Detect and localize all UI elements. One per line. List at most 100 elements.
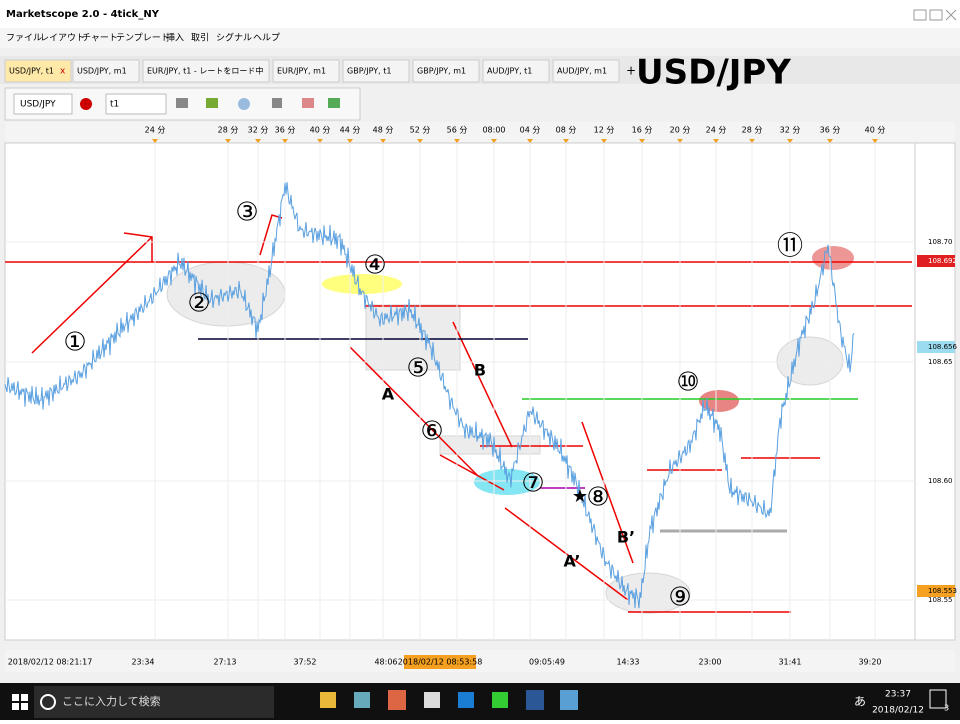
tab-label: GBP/JPY, t1 xyxy=(347,67,391,76)
time-marker xyxy=(255,139,261,143)
bottom-tick-label: 2018/02/12 08:21:17 xyxy=(8,658,93,667)
time-marker xyxy=(417,139,423,143)
tab-close[interactable]: x xyxy=(60,67,66,77)
time-marker xyxy=(380,139,386,143)
time-marker xyxy=(749,139,755,143)
time-marker xyxy=(527,139,533,143)
time-tick-label: 16 分 xyxy=(632,126,653,135)
tab-label: USD/JPY, t1 xyxy=(9,67,54,76)
window-controls[interactable] xyxy=(913,9,957,21)
price-axis xyxy=(914,142,956,641)
menu-item[interactable]: テンプレート xyxy=(116,33,170,44)
timeframe-select[interactable] xyxy=(105,93,167,115)
time-marker xyxy=(713,139,719,143)
bottom-tick-label: 31:41 xyxy=(778,658,801,667)
tab[interactable] xyxy=(342,59,410,83)
time-tick-label: 36 分 xyxy=(820,126,841,135)
tab[interactable] xyxy=(272,59,340,83)
symbol: USD/JPY xyxy=(20,100,56,110)
tab-label: GBP/JPY, m1 xyxy=(417,67,466,76)
taskbar-apps[interactable] xyxy=(320,690,578,710)
annotation: ⑧ xyxy=(586,483,609,513)
symbol-select[interactable] xyxy=(13,93,73,115)
tab[interactable] xyxy=(412,59,480,83)
time-marker xyxy=(347,139,353,143)
price-box xyxy=(917,341,955,353)
bottom-tick-label: 2018/02/12 08:53:58 xyxy=(398,658,483,667)
search-placeholder: ここに入力して検索 xyxy=(62,694,161,708)
time-marker xyxy=(491,139,497,143)
timeframe: t1 xyxy=(110,100,119,110)
bottom-tick-label: 09:05:49 xyxy=(529,658,565,667)
time-tick-label: 48 分 xyxy=(373,126,394,135)
menu-item[interactable]: 挿入 xyxy=(166,32,184,44)
annotation: ③ xyxy=(235,198,258,228)
time-tick-label: 08 分 xyxy=(556,126,577,135)
time-tick-label: 52 分 xyxy=(410,126,431,135)
window-title: Marketscope 2.0 - 4tick_NY xyxy=(6,9,160,20)
price-tick-label: 108.553 xyxy=(928,587,957,595)
time-marker xyxy=(152,139,158,143)
annotation: B’ xyxy=(617,528,635,547)
time-tick-label: 36 分 xyxy=(275,126,296,135)
tab[interactable] xyxy=(482,59,550,83)
time-tick-label: 04 分 xyxy=(520,126,541,135)
notification-count: 3 xyxy=(944,704,949,713)
time-tick-label: 28 分 xyxy=(218,126,239,135)
bottom-axis xyxy=(5,650,955,672)
time-tick-label: 12 分 xyxy=(594,126,615,135)
bottom-tick-label: 23:34 xyxy=(131,658,154,667)
price-tick-label: 108.60 xyxy=(928,477,953,485)
menu-item[interactable]: シグナル xyxy=(216,32,252,44)
menu-bar xyxy=(0,28,960,48)
bottom-tick-label: 27:13 xyxy=(213,658,236,667)
annotation: B xyxy=(474,361,486,380)
price-box xyxy=(917,255,955,267)
time-marker xyxy=(787,139,793,143)
time-marker xyxy=(563,139,569,143)
search-box[interactable] xyxy=(34,686,274,718)
annotation: ⑪ xyxy=(777,232,803,262)
menu-item[interactable]: ヘルプ xyxy=(253,33,280,44)
time-marker xyxy=(454,139,460,143)
start-button[interactable] xyxy=(12,694,28,710)
bottom-tick-label: 48:06 xyxy=(374,658,397,667)
plot-area xyxy=(4,142,916,641)
tab[interactable] xyxy=(142,59,270,83)
menu-item[interactable]: レイアウト xyxy=(40,33,85,44)
tab[interactable] xyxy=(552,59,620,83)
search-icon xyxy=(40,694,56,710)
ime-indicator[interactable]: あ xyxy=(854,695,866,709)
tab-label: USD/JPY, m1 xyxy=(77,67,127,76)
clock-date: 2018/02/12 xyxy=(872,706,924,716)
menu-item[interactable]: ファイル xyxy=(6,34,42,44)
price-tick-label: 108.70 xyxy=(928,238,953,246)
price-tick-label: 108.55 xyxy=(928,596,953,604)
time-tick-label: 24 分 xyxy=(145,126,166,135)
tab-label: EUR/JPY, t1 - レートをロード中 xyxy=(147,66,263,76)
time-marker xyxy=(601,139,607,143)
annotation: A’ xyxy=(564,552,581,571)
time-marker xyxy=(677,139,683,143)
menu-item[interactable]: チャート xyxy=(82,33,118,44)
annotation: ⑤ xyxy=(406,354,429,384)
color-icon[interactable] xyxy=(80,98,92,110)
time-marker xyxy=(225,139,231,143)
time-tick-label: 28 分 xyxy=(742,126,763,135)
annotation: ★ xyxy=(572,486,588,507)
notifications[interactable] xyxy=(929,689,947,709)
toolbar-icons[interactable] xyxy=(176,98,340,110)
time-tick-label: 40 分 xyxy=(310,126,331,135)
time-marker xyxy=(872,139,878,143)
tab[interactable] xyxy=(4,59,72,83)
tab[interactable] xyxy=(72,59,140,83)
tab-add[interactable]: + xyxy=(626,64,636,78)
title-bar xyxy=(0,0,960,28)
menu-item[interactable]: 取引 xyxy=(191,33,209,44)
bottom-tick-label: 37:52 xyxy=(293,658,316,667)
time-tick-label: 32 分 xyxy=(780,126,801,135)
tab-label: AUD/JPY, m1 xyxy=(557,67,607,76)
tab-label: EUR/JPY, m1 xyxy=(277,67,326,76)
price-tick-label: 108.65 xyxy=(928,358,953,366)
